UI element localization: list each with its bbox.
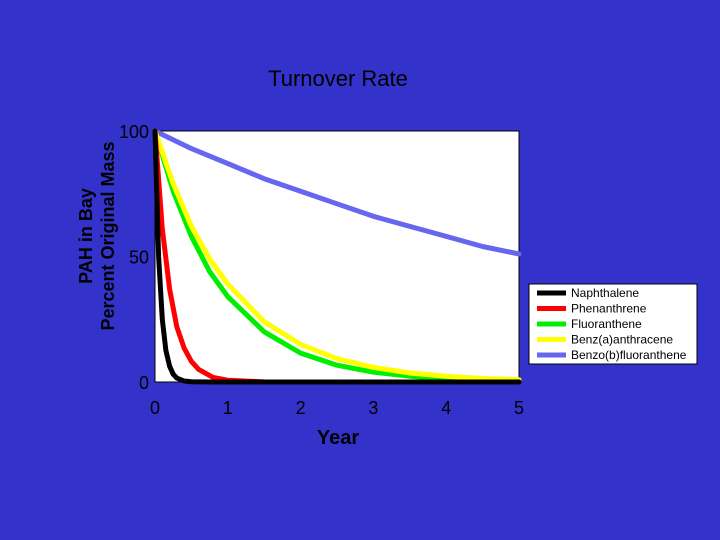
legend-entry: Fluoranthene xyxy=(571,317,642,331)
plot-area xyxy=(154,130,520,383)
x-axis-label: Year xyxy=(317,427,359,449)
y-tick-label: 100 xyxy=(119,122,149,142)
x-tick-group: 0 1 2 3 4 5 xyxy=(150,398,524,418)
y-axis-label-line2: Percent Original Mass xyxy=(98,141,118,330)
legend-entry: Naphthalene xyxy=(571,286,639,300)
x-tick-label: 4 xyxy=(441,398,451,418)
x-tick-label: 0 xyxy=(150,398,160,418)
legend-entry: Benzo(b)fluoranthene xyxy=(571,348,687,362)
x-tick-label: 2 xyxy=(296,398,306,418)
x-tick-label: 5 xyxy=(514,398,524,418)
y-tick-label: 50 xyxy=(129,248,149,268)
y-tick-label: 0 xyxy=(139,373,149,393)
y-tick-group: 0 50 100 xyxy=(119,122,149,393)
series-line xyxy=(152,128,522,385)
series-line xyxy=(152,128,522,383)
chart-title: Turnover Rate xyxy=(268,66,408,91)
legend-entry: Benz(a)anthracene xyxy=(571,333,673,347)
x-tick-label: 1 xyxy=(223,398,233,418)
legend-entry: Phenanthrene xyxy=(571,302,647,316)
x-tick-label: 3 xyxy=(368,398,378,418)
y-axis-label-line1: PAH in Bay xyxy=(76,188,96,284)
series-group xyxy=(152,128,522,385)
series-line xyxy=(152,128,522,257)
